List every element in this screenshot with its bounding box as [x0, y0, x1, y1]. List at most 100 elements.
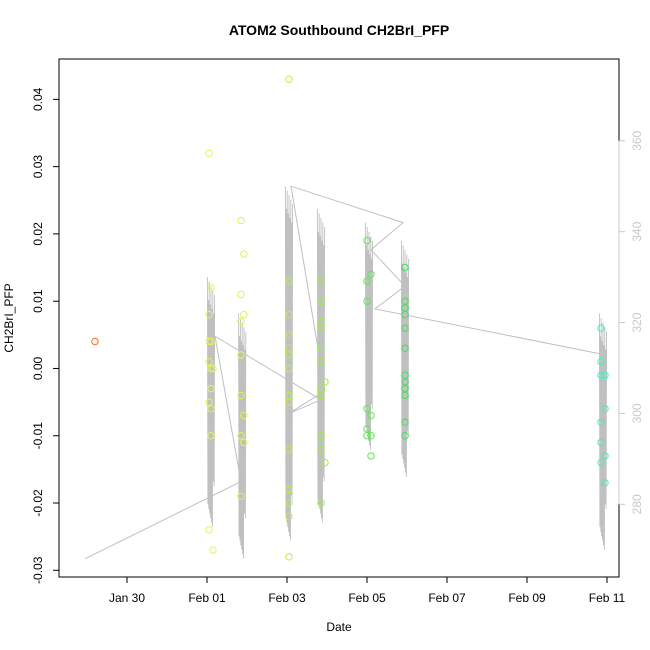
data-point-46	[317, 358, 325, 366]
data-point-56	[363, 297, 371, 305]
y2-tick-label: 280	[630, 494, 644, 514]
y-tick-label: -0.02	[31, 489, 45, 517]
data-point-63	[367, 452, 375, 460]
altitude-trace-line	[84, 185, 604, 560]
y-axis-label: CH2BrI_PFP	[2, 283, 16, 352]
data-point-76	[597, 324, 605, 332]
altitude-profile-5	[364, 222, 374, 450]
data-point-45	[317, 344, 325, 352]
data-point-54	[363, 236, 371, 245]
y-tick-label: 0.00	[31, 356, 45, 380]
y-tick-label: 0.01	[31, 289, 45, 313]
data-point-2	[205, 149, 213, 157]
data-point-62	[367, 432, 375, 440]
chart-title: ATOM2 Southbound CH2BrI_PFP	[229, 22, 449, 38]
data-point-6	[205, 398, 213, 406]
y-axis: -0.03 -0.02 -0.01 0.00 0.01 0.02 0.03 0.04	[31, 87, 60, 584]
data-point-75	[401, 432, 409, 440]
data-point-25	[240, 411, 248, 420]
altitude-profile-2	[238, 313, 247, 559]
data-point-7	[205, 526, 213, 534]
data-points-layer	[91, 75, 609, 561]
data-point-69	[401, 344, 409, 352]
y-tick-label: -0.03	[31, 556, 45, 584]
data-point-1	[91, 337, 99, 346]
data-point-9	[207, 337, 215, 346]
data-point-74	[401, 418, 409, 426]
x-tick-label: Feb 09	[508, 591, 546, 605]
data-point-77	[597, 358, 605, 366]
data-point-57	[363, 405, 371, 413]
y2-tick-label: 340	[630, 221, 644, 241]
data-point-38	[285, 499, 293, 507]
x-tick-label: Feb 07	[428, 591, 466, 605]
data-point-52	[321, 378, 329, 386]
data-point-49	[317, 432, 325, 440]
altitude-profile-1	[206, 277, 216, 528]
data-point-64	[401, 263, 409, 272]
data-point-4	[205, 337, 213, 346]
data-point-36	[285, 445, 293, 453]
data-point-20	[237, 391, 245, 400]
y2-axis: 280 300 320 340 360	[618, 130, 644, 514]
data-point-19	[237, 351, 245, 359]
data-point-35	[285, 398, 293, 406]
data-point-53	[321, 458, 329, 467]
altitude-profile-4	[316, 208, 326, 523]
data-point-16	[237, 216, 245, 225]
data-point-30	[285, 331, 293, 339]
data-point-68	[401, 324, 409, 332]
data-point-17	[237, 290, 245, 299]
data-point-24	[240, 310, 248, 319]
altitude-line-layer	[84, 185, 608, 560]
data-point-48	[317, 391, 325, 400]
data-point-51	[317, 499, 325, 507]
data-point-60	[367, 270, 375, 278]
y-tick-label: 0.02	[31, 222, 45, 246]
data-point-21	[237, 432, 245, 440]
data-point-26	[240, 438, 248, 447]
data-point-15	[209, 546, 217, 554]
data-point-27	[285, 75, 293, 83]
altitude-profile-6	[400, 240, 410, 478]
x-axis: Jan 30 Feb 01 Feb 03 Feb 05 Feb 07 Feb 09 Feb …	[109, 576, 626, 605]
data-point-84	[601, 452, 609, 460]
data-point-10	[207, 364, 215, 373]
data-point-41	[317, 277, 325, 285]
x-tick-label: Feb 03	[268, 591, 306, 605]
data-point-40	[285, 553, 293, 561]
data-point-59	[363, 432, 371, 440]
data-point-14	[209, 364, 217, 373]
data-point-55	[363, 277, 371, 285]
data-point-3	[205, 310, 213, 319]
y2-tick-label: 300	[630, 403, 644, 423]
data-point-23	[240, 250, 248, 258]
data-point-44	[317, 324, 325, 332]
x-tick-label: Feb 11	[589, 591, 626, 605]
x-tick-label: Feb 01	[188, 591, 226, 605]
data-point-79	[597, 418, 605, 426]
y-tick-label: 0.04	[31, 87, 45, 111]
data-point-32	[285, 351, 293, 359]
data-point-85	[601, 479, 609, 487]
data-point-18	[237, 317, 245, 326]
data-point-12	[207, 405, 215, 413]
data-point-28	[285, 277, 293, 285]
y-tick-label: -0.01	[31, 422, 45, 450]
data-point-78	[597, 371, 605, 379]
data-point-33	[285, 364, 293, 373]
data-point-83	[601, 405, 609, 413]
x-tick-label: Feb 05	[348, 591, 386, 605]
data-point-29	[285, 310, 293, 319]
data-point-11	[207, 384, 215, 393]
data-point-67	[401, 310, 409, 319]
data-point-80	[597, 438, 605, 447]
data-point-42	[317, 297, 325, 305]
data-point-81	[597, 458, 605, 467]
x-tick-label: Jan 30	[109, 591, 145, 605]
x-axis-label: Date	[326, 620, 352, 634]
data-point-73	[401, 391, 409, 400]
data-point-82	[601, 371, 609, 379]
data-point-39	[285, 512, 293, 521]
